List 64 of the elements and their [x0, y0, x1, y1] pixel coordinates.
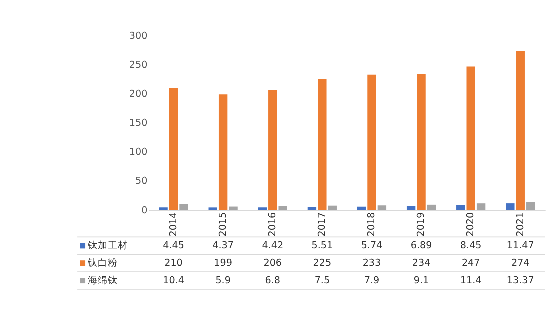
bar	[406, 206, 416, 210]
data-label: 5.51	[312, 240, 334, 252]
bar	[218, 94, 228, 210]
bar	[308, 207, 317, 210]
y-tick-label: 0	[142, 205, 148, 216]
bar	[169, 88, 178, 210]
data-label: 4.42	[262, 240, 284, 252]
data-label: 8.45	[460, 240, 482, 252]
y-tick-label: 50	[135, 176, 148, 188]
data-label: 4.37	[212, 240, 234, 252]
bar	[466, 66, 476, 210]
data-label: 199	[214, 258, 232, 269]
x-tick-label: 2021	[515, 212, 526, 237]
data-label: 4.45	[163, 240, 184, 252]
data-label: 11.4	[460, 275, 482, 286]
data-label: 13.37	[506, 275, 534, 286]
legend-label: 钛加工材	[87, 240, 128, 252]
x-tick-label: 2020	[466, 212, 477, 237]
bar	[258, 208, 267, 210]
data-label: 9.1	[414, 275, 430, 286]
bar	[427, 204, 436, 210]
data-label: 7.9	[364, 275, 380, 286]
bar	[318, 80, 327, 210]
bar	[476, 204, 486, 210]
data-label: 10.4	[163, 275, 184, 286]
bar	[180, 204, 188, 210]
x-tick-label: 2018	[366, 212, 378, 237]
data-label: 234	[412, 258, 431, 269]
y-tick-label: 200	[129, 89, 148, 100]
x-tick-label: 2016	[267, 212, 278, 237]
y-tick-label: 150	[129, 118, 148, 130]
bar	[208, 208, 218, 210]
data-label: 7.5	[314, 275, 330, 286]
bar	[229, 206, 238, 210]
bar	[378, 206, 387, 210]
data-label: 247	[462, 258, 480, 269]
data-label: 6.89	[410, 240, 432, 252]
y-tick-label: 300	[129, 31, 148, 42]
x-tick-label: 2014	[168, 212, 180, 237]
bar	[268, 90, 278, 210]
bar	[159, 208, 168, 210]
legend-label: 海绵钛	[88, 274, 118, 286]
data-label: 11.47	[506, 240, 534, 252]
bar	[368, 74, 376, 210]
data-label: 5.74	[361, 240, 383, 252]
x-tick-label: 2017	[317, 212, 328, 237]
bar	[328, 206, 337, 210]
y-tick-label: 250	[129, 60, 148, 72]
y-tick-label: 100	[129, 147, 148, 158]
bar	[278, 206, 288, 210]
data-label: 210	[164, 258, 183, 269]
bar	[516, 51, 525, 210]
data-label: 5.9	[216, 275, 231, 286]
bar	[526, 202, 536, 210]
bar	[417, 74, 426, 210]
data-label: 206	[264, 258, 282, 269]
x-tick-label: 2015	[218, 212, 229, 237]
legend-label: 钛白粉	[87, 256, 118, 269]
data-label: 6.8	[265, 275, 280, 286]
data-label: 233	[362, 258, 382, 269]
data-label: 274	[511, 258, 530, 269]
bar	[506, 204, 515, 210]
data-label: 225	[313, 258, 332, 269]
x-tick-label: 2019	[416, 212, 428, 237]
